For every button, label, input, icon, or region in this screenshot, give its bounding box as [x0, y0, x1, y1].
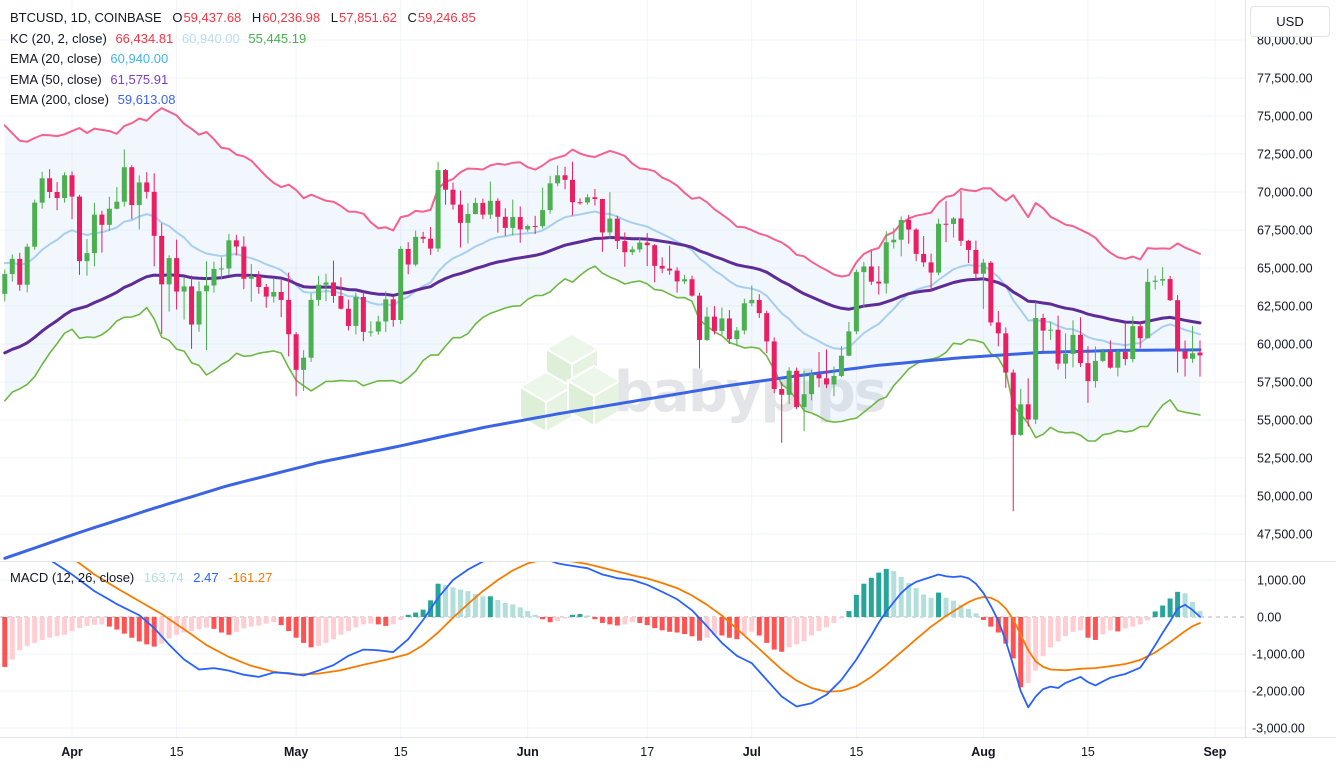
ema200-line	[3, 348, 1202, 560]
svg-text:52,500.00: 52,500.00	[1257, 451, 1313, 465]
macd-line-value: 2.47	[193, 570, 219, 585]
ema50-value: 61,575.91	[110, 71, 169, 87]
svg-text:60,000.00: 60,000.00	[1257, 337, 1313, 351]
price-axis[interactable]: 80,000.00 77,500.00 75,000.00 72,500.00 70,0…	[1252, 34, 1313, 736]
ema200-value: 59,613.08	[117, 92, 176, 107]
gridlines	[0, 0, 1245, 737]
svg-text:47,500.00: 47,500.00	[1257, 527, 1313, 541]
svg-text:0.00: 0.00	[1257, 611, 1281, 625]
svg-text:-2,000.00: -2,000.00	[1252, 684, 1305, 698]
svg-text:77,500.00: 77,500.00	[1257, 72, 1313, 86]
ema20-legend-row[interactable]: EMA (20, close) 60,940.00	[10, 51, 169, 66]
svg-text:Sep: Sep	[1203, 745, 1226, 759]
svg-text:15: 15	[849, 745, 863, 759]
svg-text:-3,000.00: -3,000.00	[1252, 721, 1305, 735]
svg-text:15: 15	[1081, 745, 1095, 759]
svg-text:57,500.00: 57,500.00	[1257, 375, 1313, 389]
legend: BTCUSD, 1D, COINBASE O59,437.68 H60,236.…	[10, 8, 476, 111]
svg-text:1,000.00: 1,000.00	[1257, 574, 1306, 588]
svg-text:-1,000.00: -1,000.00	[1252, 647, 1305, 661]
kc-legend-row[interactable]: KC (20, 2, close) 66,434.81 60,940.00 55…	[10, 30, 307, 46]
svg-text:May: May	[284, 745, 308, 759]
candles	[2, 149, 1203, 512]
symbol-title[interactable]: BTCUSD, 1D, COINBASE	[10, 10, 162, 25]
svg-text:65,000.00: 65,000.00	[1257, 262, 1313, 276]
macd-signal-line	[76, 562, 1201, 693]
svg-text:62,500.00: 62,500.00	[1257, 300, 1313, 314]
kc-upper-band	[3, 107, 1201, 278]
svg-text:Jun: Jun	[517, 745, 539, 759]
ema200-legend-row[interactable]: EMA (200, close) 59,613.08	[10, 92, 176, 107]
svg-text:72,500.00: 72,500.00	[1257, 148, 1313, 162]
svg-text:Jul: Jul	[743, 745, 761, 759]
kc-upper-value: 66,434.81	[115, 30, 174, 46]
macd-hist-value: 163.74	[143, 570, 184, 585]
price-pane[interactable]: babypips	[2, 107, 1203, 560]
ohlc-open: O59,437.68	[172, 10, 242, 25]
currency-toggle-button[interactable]: USD	[1250, 6, 1330, 37]
kc-lower-band	[4, 265, 1201, 442]
macd-signal-value: -161.27	[228, 570, 273, 585]
svg-text:50,000.00: 50,000.00	[1257, 489, 1313, 503]
kc-mid-value: 60,940.00	[181, 30, 240, 46]
svg-text:80,000.00: 80,000.00	[1257, 34, 1313, 48]
ohlc-close: C59,246.85	[407, 10, 476, 25]
macd-line	[51, 562, 1201, 709]
ohlc-low: L57,851.62	[330, 10, 397, 25]
ema20-value: 60,940.00	[110, 51, 169, 66]
macd-legend-row[interactable]: MACD (12, 26, close) 163.74 2.47 -161.27	[10, 570, 273, 585]
ema50-legend-row[interactable]: EMA (50, close) 61,575.91	[10, 71, 169, 87]
svg-text:Aug: Aug	[971, 745, 995, 759]
time-axis[interactable]: Apr 15 May 15 Jun 17 Jul 15 Aug 15 Sep	[61, 745, 1226, 759]
kc-lower-value: 55,445.19	[248, 30, 307, 46]
svg-text:17: 17	[640, 745, 654, 759]
svg-text:15: 15	[394, 745, 408, 759]
macd-pane[interactable]	[0, 510, 1245, 709]
ohlc-high: H60,236.98	[251, 10, 321, 25]
svg-text:70,000.00: 70,000.00	[1257, 186, 1313, 200]
svg-text:75,000.00: 75,000.00	[1257, 110, 1313, 124]
svg-text:15: 15	[170, 745, 184, 759]
svg-text:67,500.00: 67,500.00	[1257, 224, 1313, 238]
svg-text:Apr: Apr	[61, 745, 83, 759]
svg-text:55,000.00: 55,000.00	[1257, 413, 1313, 427]
symbol-legend-row[interactable]: BTCUSD, 1D, COINBASE O59,437.68 H60,236.…	[10, 8, 476, 29]
